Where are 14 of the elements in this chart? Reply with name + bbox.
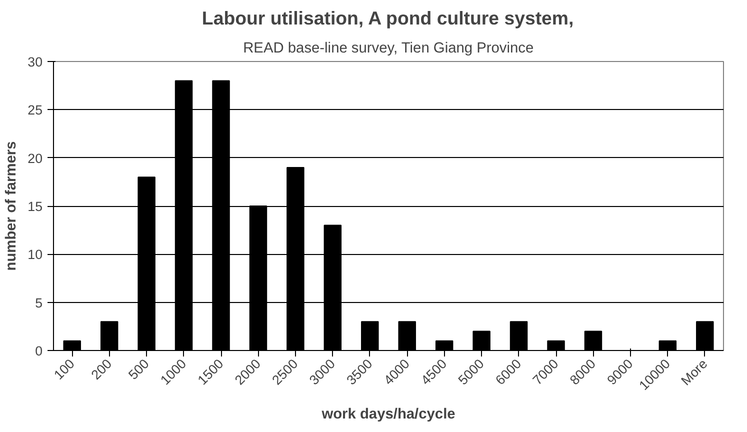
- chart-title: Labour utilisation, A pond culture system,: [202, 8, 574, 28]
- y-tick-label: 15: [28, 199, 43, 214]
- y-tick-label: 20: [28, 150, 43, 166]
- y-tick-label: 5: [35, 295, 43, 310]
- x-tick-label: 200: [88, 356, 115, 383]
- x-axis-title: work days/ha/cycle: [320, 406, 456, 422]
- y-tick-label: 30: [28, 54, 43, 70]
- y-tick-label: 10: [28, 247, 43, 262]
- y-tick-label: 0: [35, 344, 43, 358]
- y-tick-label: 25: [28, 102, 43, 118]
- x-tick-label: 100: [51, 356, 78, 383]
- chart-subtitle: READ base-line survey, Tien Giang Province: [243, 40, 534, 56]
- y-axis-title: number of farmers: [4, 141, 20, 271]
- x-tick-label: 500: [126, 356, 152, 383]
